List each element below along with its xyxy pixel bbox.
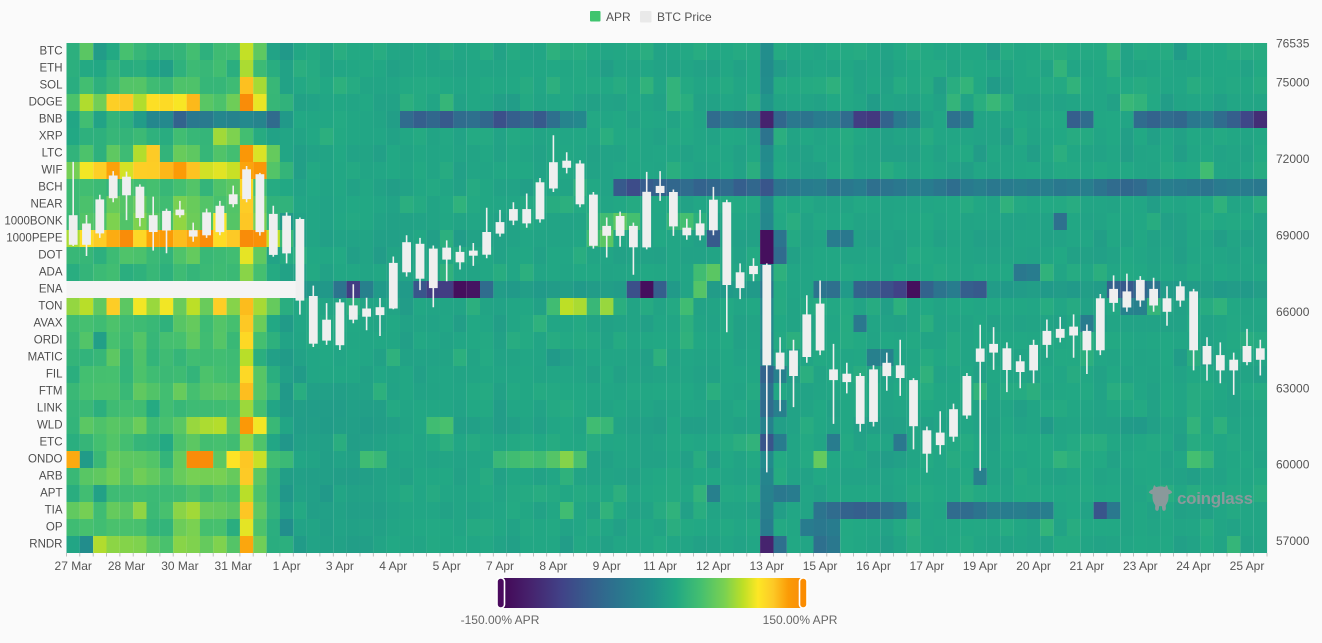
svg-text:ADA: ADA	[39, 267, 63, 279]
svg-text:76535: 76535	[1276, 36, 1310, 50]
svg-text:7 Apr: 7 Apr	[486, 559, 514, 573]
svg-text:OP: OP	[46, 522, 63, 534]
svg-text:12 Apr: 12 Apr	[696, 559, 731, 573]
svg-text:-150.00% APR: -150.00% APR	[461, 613, 540, 627]
svg-text:21 Apr: 21 Apr	[1070, 559, 1105, 573]
svg-text:1 Apr: 1 Apr	[273, 559, 301, 573]
svg-text:69000: 69000	[1276, 228, 1310, 242]
svg-text:BNB: BNB	[39, 114, 63, 126]
svg-text:150.00% APR: 150.00% APR	[763, 613, 838, 627]
svg-text:TON: TON	[38, 301, 62, 313]
svg-text:60000: 60000	[1276, 458, 1310, 472]
svg-text:13 Apr: 13 Apr	[749, 559, 784, 573]
svg-text:ETC: ETC	[40, 437, 63, 449]
svg-text:30 Mar: 30 Mar	[161, 559, 198, 573]
svg-text:ETH: ETH	[40, 63, 63, 75]
svg-text:19 Apr: 19 Apr	[963, 559, 998, 573]
svg-text:5 Apr: 5 Apr	[433, 559, 461, 573]
svg-text:11 Apr: 11 Apr	[643, 559, 677, 573]
svg-text:1000BONK: 1000BONK	[4, 216, 63, 228]
svg-text:28 Mar: 28 Mar	[108, 559, 145, 573]
svg-text:XRP: XRP	[39, 131, 63, 143]
svg-text:WIF: WIF	[41, 165, 62, 177]
svg-text:FIL: FIL	[46, 369, 63, 381]
svg-text:17 Apr: 17 Apr	[910, 559, 945, 573]
svg-text:LTC: LTC	[42, 148, 63, 160]
svg-text:ORDI: ORDI	[34, 335, 63, 347]
svg-text:15 Apr: 15 Apr	[803, 559, 838, 573]
svg-text:APR: APR	[606, 10, 631, 24]
svg-text:20 Apr: 20 Apr	[1016, 559, 1051, 573]
svg-text:ARB: ARB	[39, 471, 63, 483]
svg-text:1000PEPE: 1000PEPE	[6, 233, 63, 245]
svg-text:FTM: FTM	[39, 386, 63, 398]
svg-text:LINK: LINK	[37, 403, 63, 415]
svg-text:75000: 75000	[1276, 75, 1310, 89]
svg-text:BCH: BCH	[38, 182, 62, 194]
svg-text:coinglass: coinglass	[1177, 489, 1253, 508]
svg-text:31 Mar: 31 Mar	[215, 559, 252, 573]
svg-text:AVAX: AVAX	[34, 318, 63, 330]
svg-text:66000: 66000	[1276, 305, 1310, 319]
svg-text:16 Apr: 16 Apr	[856, 559, 891, 573]
svg-text:ONDO: ONDO	[28, 454, 63, 466]
svg-text:8 Apr: 8 Apr	[539, 559, 567, 573]
svg-text:24 Apr: 24 Apr	[1176, 559, 1211, 573]
svg-text:SOL: SOL	[39, 80, 63, 92]
svg-text:27 Mar: 27 Mar	[55, 559, 92, 573]
svg-text:4 Apr: 4 Apr	[379, 559, 407, 573]
svg-text:23 Apr: 23 Apr	[1123, 559, 1158, 573]
svg-text:DOGE: DOGE	[29, 97, 63, 109]
svg-text:TIA: TIA	[45, 505, 63, 517]
svg-text:63000: 63000	[1276, 381, 1310, 395]
svg-text:APT: APT	[40, 488, 62, 500]
svg-text:BTC Price: BTC Price	[657, 10, 712, 24]
svg-text:9 Apr: 9 Apr	[593, 559, 621, 573]
svg-text:DOT: DOT	[38, 250, 62, 262]
svg-text:ENA: ENA	[39, 284, 63, 296]
svg-text:BTC: BTC	[40, 46, 63, 58]
svg-text:25 Apr: 25 Apr	[1230, 559, 1265, 573]
svg-text:NEAR: NEAR	[31, 199, 63, 211]
svg-text:RNDR: RNDR	[29, 539, 62, 551]
svg-text:MATIC: MATIC	[28, 352, 63, 364]
svg-text:72000: 72000	[1276, 152, 1310, 166]
svg-text:WLD: WLD	[37, 420, 63, 432]
svg-text:57000: 57000	[1276, 534, 1310, 548]
svg-text:3 Apr: 3 Apr	[326, 559, 354, 573]
